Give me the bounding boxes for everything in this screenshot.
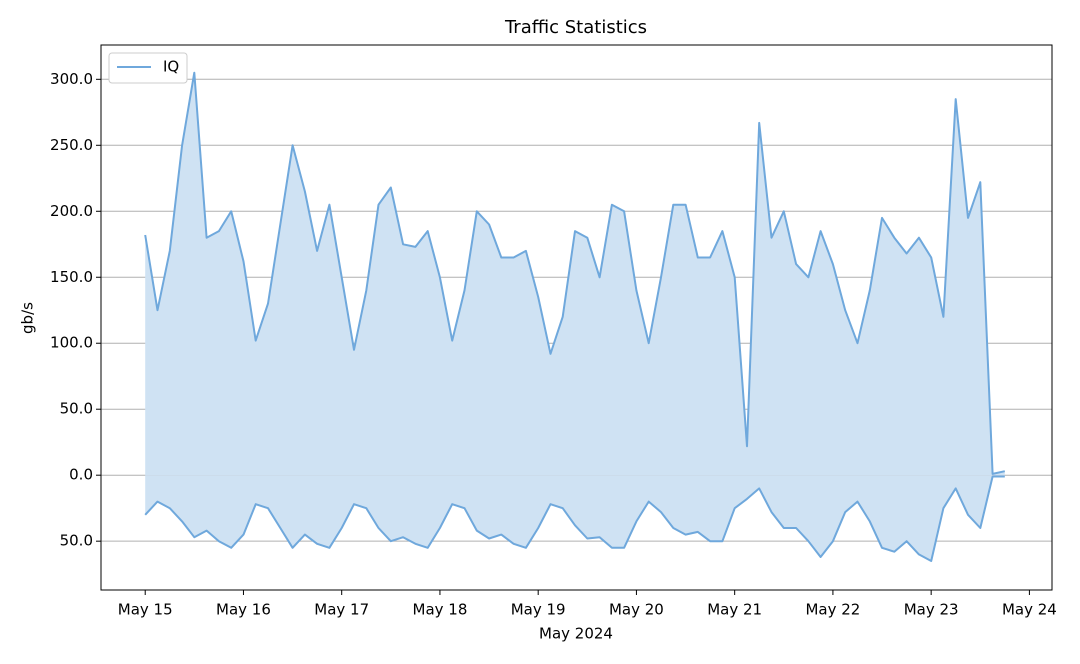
legend-label: IQ [163,58,179,76]
x-tick-label: May 19 [511,601,566,619]
x-tick-label: May 20 [609,601,664,619]
y-tick-label: 50.0 [60,400,93,418]
x-axis-label: May 2024 [539,625,613,643]
y-tick-label: 50.0 [60,532,93,550]
series-line [144,475,1005,562]
area-fill [145,72,1005,476]
y-tick-label: 150.0 [50,268,93,286]
chart-title: Traffic Statistics [504,17,647,38]
y-tick-label: 200.0 [50,202,93,220]
x-tick-label: May 23 [904,601,959,619]
y-axis-label: gb/s [19,302,37,334]
x-tick-label: May 17 [314,601,369,619]
plot-frame [100,44,1053,591]
x-tick-label: May 15 [118,601,173,619]
x-tick-label: May 24 [1002,601,1057,619]
x-tick-label: May 16 [216,601,271,619]
x-tick-label: May 21 [707,601,762,619]
x-tick-label: May 22 [805,601,860,619]
series-line [144,71,1006,475]
y-tick-label: 100.0 [50,334,93,352]
y-tick-label: 300.0 [50,70,93,88]
y-tick-label: 250.0 [50,136,93,154]
x-tick-label: May 18 [413,601,468,619]
area-fill [145,475,1005,561]
y-tick-label: 0.0 [69,466,93,484]
